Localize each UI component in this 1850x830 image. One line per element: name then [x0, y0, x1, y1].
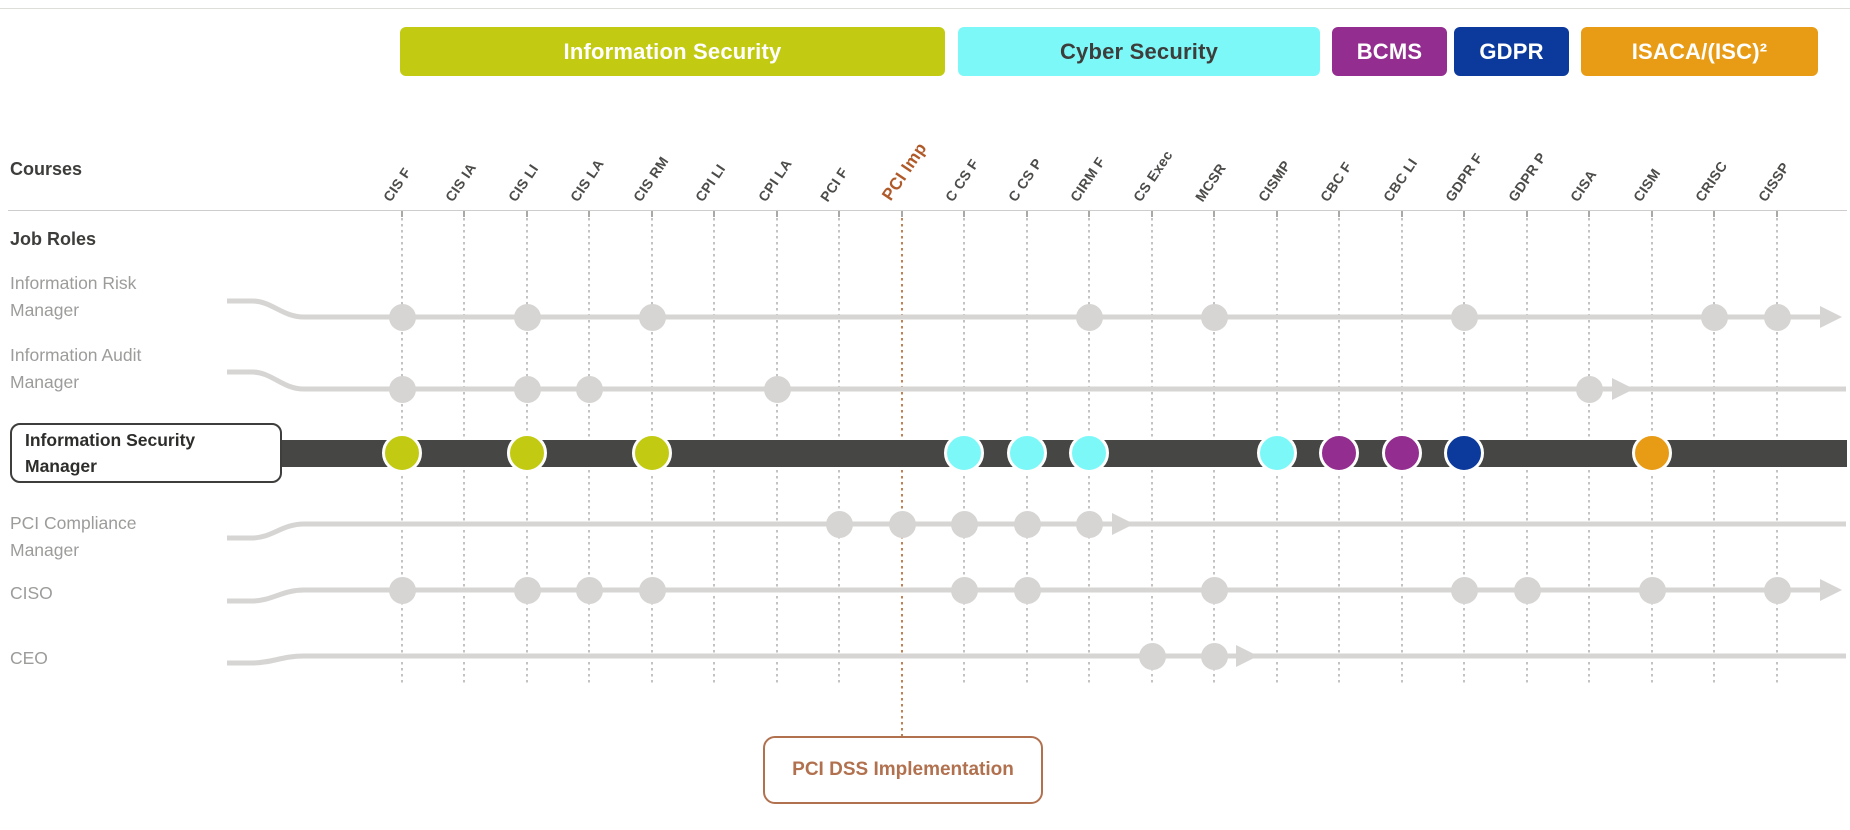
- course-dot: [1013, 510, 1041, 538]
- top-border-line: [0, 8, 1850, 9]
- course-dot: [513, 303, 541, 331]
- course-axis-tick: [963, 211, 965, 217]
- role-row-label: Information Risk Manager: [10, 273, 137, 320]
- lane-arrowhead: [1612, 378, 1634, 400]
- role-row-label: Information Audit Manager: [10, 345, 142, 392]
- course-axis-tick: [1151, 211, 1153, 217]
- course-dot: [638, 576, 666, 604]
- ism-course-dot: [507, 433, 547, 473]
- course-axis-tick: [901, 211, 903, 217]
- course-axis-tick: [463, 211, 465, 217]
- ism-course-dot: [1319, 433, 1359, 473]
- pci-imp-connector-dotted-line: [901, 218, 903, 736]
- course-dot: [388, 375, 416, 403]
- course-dot: [1075, 303, 1103, 331]
- course-axis-tick: [1276, 211, 1278, 217]
- pci-dss-implementation-callout: PCI DSS Implementation: [763, 736, 1043, 804]
- course-dot: [1450, 576, 1478, 604]
- lane-arrowhead: [1820, 579, 1842, 601]
- role-lane-line: [227, 298, 1820, 320]
- course-axis-tick: [588, 211, 590, 217]
- course-axis-tick: [1088, 211, 1090, 217]
- ism-course-dot: [632, 433, 672, 473]
- course-dot: [388, 576, 416, 604]
- role-lane-line: [227, 587, 1820, 604]
- course-axis-tick: [713, 211, 715, 217]
- course-group-bar: Cyber Security: [958, 27, 1320, 76]
- lane-arrowhead: [1112, 513, 1134, 535]
- courses-heading: Courses: [10, 159, 83, 179]
- course-dot: [825, 510, 853, 538]
- course-dot: [950, 576, 978, 604]
- course-axis-tick: [776, 211, 778, 217]
- role-row-label: CEO: [10, 648, 48, 668]
- course-axis-tick: [1463, 211, 1465, 217]
- course-dot: [1013, 576, 1041, 604]
- role-lane-line: [227, 653, 1846, 666]
- ism-box-line2: Manager: [25, 456, 97, 476]
- role-lane-line: [227, 521, 1846, 541]
- course-dot: [763, 375, 791, 403]
- job-roles-heading: Job Roles: [10, 229, 97, 249]
- course-dot: [388, 303, 416, 331]
- course-axis-tick: [651, 211, 653, 217]
- course-group-bar: ISACA/(ISC)²: [1581, 27, 1818, 76]
- course-axis-tick: [1026, 211, 1028, 217]
- ism-course-dot: [1444, 433, 1484, 473]
- ism-course-dot: [1382, 433, 1422, 473]
- course-dot: [1200, 303, 1228, 331]
- information-security-manager-box: Information Security Manager: [10, 423, 282, 483]
- role-lane-line: [227, 369, 1846, 392]
- course-dot: [1763, 576, 1791, 604]
- course-dot: [1200, 576, 1228, 604]
- ism-course-dot: [1007, 433, 1047, 473]
- course-dot: [950, 510, 978, 538]
- course-axis-tick: [526, 211, 528, 217]
- lane-arrowhead: [1820, 306, 1842, 328]
- course-dot: [1700, 303, 1728, 331]
- course-dot: [1638, 576, 1666, 604]
- course-axis-tick: [1338, 211, 1340, 217]
- ism-course-dot: [382, 433, 422, 473]
- role-row-label: CISO: [10, 583, 53, 603]
- course-dot: [575, 576, 603, 604]
- course-axis-tick: [1526, 211, 1528, 217]
- course-dot: [1575, 375, 1603, 403]
- ism-course-dot: [1257, 433, 1297, 473]
- course-group-bar: Information Security: [400, 27, 945, 76]
- course-dot: [1513, 576, 1541, 604]
- ism-course-dot: [1632, 433, 1672, 473]
- lane-arrowhead: [1236, 645, 1258, 667]
- course-axis-tick: [1776, 211, 1778, 217]
- course-dot: [1200, 642, 1228, 670]
- course-axis-tick: [1713, 211, 1715, 217]
- course-axis-tick: [1651, 211, 1653, 217]
- ism-course-dot: [944, 433, 984, 473]
- course-dot: [638, 303, 666, 331]
- ism-course-dot: [1069, 433, 1109, 473]
- course-dot: [1763, 303, 1791, 331]
- course-dot: [513, 375, 541, 403]
- ism-box-line1: Information Security: [25, 430, 196, 450]
- course-axis-tick: [401, 211, 403, 217]
- course-dot: [1138, 642, 1166, 670]
- course-axis-tick: [1588, 211, 1590, 217]
- course-dot: [575, 375, 603, 403]
- course-axis-tick: [1401, 211, 1403, 217]
- course-group-bar: BCMS: [1332, 27, 1447, 76]
- role-row-label: PCI Compliance Manager: [10, 513, 137, 560]
- course-dot: [513, 576, 541, 604]
- course-dot: [1075, 510, 1103, 538]
- course-axis-tick: [1213, 211, 1215, 217]
- course-axis-rule: [8, 210, 1847, 211]
- course-group-bar: GDPR: [1454, 27, 1569, 76]
- course-dot: [888, 510, 916, 538]
- pci-dss-callout-label: PCI DSS Implementation: [792, 759, 1014, 780]
- course-dot: [1450, 303, 1478, 331]
- course-axis-tick: [838, 211, 840, 217]
